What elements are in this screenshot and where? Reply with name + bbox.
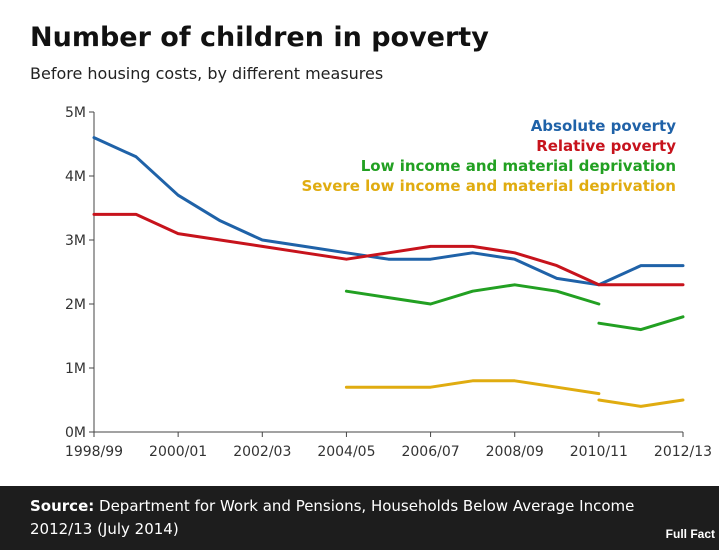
series-line-1 [92,136,685,287]
chart-axes: 0M 1M 2M 3M 4M 5M 1998/99 2000/01 2002/03 2004/05… [65,105,712,460]
y-tick-label: 5M [65,105,86,121]
x-tick-label: 2000/01 [149,444,207,460]
x-tick-label: 2004/05 [317,444,375,460]
series-line-2 [92,212,685,287]
series-line-3 [344,283,601,306]
full-fact-logo: Full Fact [665,527,715,541]
legend-entry: Low income and material deprivation [361,157,676,175]
source-footer: Source: Department for Work and Pensions… [0,486,719,550]
y-tick-label: 0M [65,425,86,441]
legend-entry: Severe low income and material deprivati… [301,177,676,195]
source-text: Department for Work and Pensions, Househ… [30,497,635,538]
series-line-4 [597,398,685,408]
y-tick-label: 4M [65,169,86,185]
x-tick-label: 2008/09 [486,444,544,460]
series-line-4 [344,379,601,396]
legend-entry: Relative poverty [536,137,676,155]
y-tick-label: 1M [65,361,86,377]
chart-subtitle: Before housing costs, by different measu… [30,64,384,83]
x-tick-label: 2012/13 [654,444,712,460]
line-chart: 0M 1M 2M 3M 4M 5M 1998/99 2000/01 2002/03 2004/05… [65,105,712,460]
x-tick-label: 2002/03 [233,444,291,460]
x-tick-label: 2006/07 [401,444,459,460]
y-tick-label: 2M [65,297,86,313]
source-label: Source: [30,497,95,515]
x-tick-label: 1998/99 [65,444,123,460]
chart-title: Number of children in poverty [30,22,489,53]
chart-legend: Absolute poverty Relative poverty Low inco… [301,117,676,195]
chart-series-lines [92,136,685,408]
x-tick-label: 2010/11 [570,444,628,460]
legend-entry: Absolute poverty [531,117,677,135]
series-line-3 [597,315,685,332]
y-tick-label: 3M [65,233,86,249]
